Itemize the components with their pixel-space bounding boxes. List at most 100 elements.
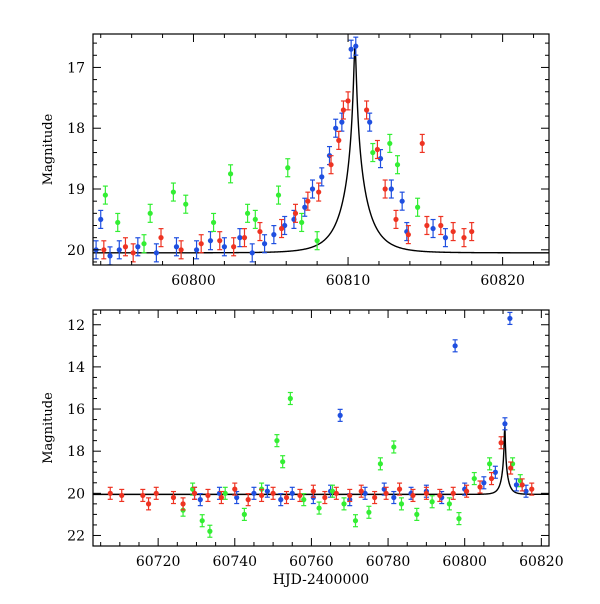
data-point	[257, 221, 263, 242]
data-point	[115, 212, 121, 233]
data-point	[446, 497, 452, 511]
data-point	[419, 133, 425, 154]
data-point	[153, 243, 159, 263]
data-point	[358, 484, 364, 498]
data-point	[147, 203, 153, 223]
data-point	[456, 512, 462, 526]
data-point	[207, 231, 214, 251]
data-point	[498, 436, 504, 450]
data-point	[270, 486, 276, 500]
data-point	[153, 486, 159, 500]
x-tick-label: 60800	[442, 554, 487, 570]
data-point	[140, 488, 146, 503]
data-point	[278, 493, 284, 507]
data-point	[394, 155, 401, 175]
data-point	[245, 493, 251, 507]
data-point	[237, 228, 243, 248]
data-point	[278, 218, 285, 239]
data-point	[310, 484, 316, 498]
data-point	[341, 497, 347, 511]
data-point	[222, 486, 228, 500]
y-tick-label: 17	[67, 60, 85, 76]
top-panel-frame	[92, 33, 550, 266]
bottom-data-points-layer	[107, 311, 535, 538]
data-point	[450, 486, 456, 500]
data-point	[170, 182, 176, 202]
data-point	[507, 311, 513, 326]
data-point	[388, 179, 394, 199]
data-point	[289, 486, 295, 500]
data-point	[217, 231, 223, 251]
data-point	[430, 218, 436, 239]
y-tick-label: 20	[67, 486, 85, 502]
data-point	[382, 179, 388, 199]
data-point	[437, 488, 443, 503]
data-point	[508, 461, 514, 475]
data-point	[285, 158, 291, 178]
data-point	[232, 482, 238, 496]
data-point	[170, 490, 177, 505]
data-point	[452, 339, 458, 353]
data-point	[477, 480, 483, 494]
data-point	[252, 209, 258, 230]
data-point	[280, 455, 286, 469]
data-point	[423, 486, 429, 500]
data-point	[275, 185, 282, 205]
data-point	[348, 39, 354, 59]
x-tick-label: 60820	[519, 554, 564, 570]
bottom-axis-ticks: 12 14 16 18 20 22 60720 60740 60760 60780 60800 608…	[67, 310, 564, 570]
data-point	[370, 142, 376, 163]
data-point	[218, 490, 224, 505]
top-series-green	[102, 133, 421, 254]
data-point	[461, 228, 467, 248]
data-point	[221, 237, 227, 257]
data-point	[364, 100, 370, 120]
data-point	[429, 495, 435, 509]
data-point	[316, 501, 322, 515]
y-tick-label: 19	[67, 182, 85, 198]
data-point	[410, 488, 416, 503]
data-point	[231, 237, 237, 257]
bottom-y-axis-label: Magnitude	[41, 392, 56, 464]
data-point	[337, 408, 343, 422]
data-point	[305, 191, 311, 211]
data-point	[352, 514, 359, 528]
data-point	[207, 524, 213, 538]
x-tick-label: 60810	[326, 273, 371, 289]
data-point	[391, 490, 397, 505]
data-point	[391, 440, 397, 454]
data-point	[244, 203, 251, 223]
x-tick-label: 60780	[366, 554, 411, 570]
data-point	[98, 209, 104, 230]
data-point	[183, 194, 189, 214]
bottom-series-green	[180, 391, 523, 538]
data-point	[158, 228, 164, 248]
data-point	[353, 36, 359, 56]
data-point	[513, 478, 520, 492]
bottom-model-curve-layer	[93, 426, 549, 496]
data-point	[227, 164, 234, 184]
data-point	[336, 130, 342, 150]
data-point	[122, 237, 129, 257]
data-point	[297, 488, 303, 503]
x-tick-label: 60800	[171, 273, 216, 289]
data-point	[145, 497, 152, 511]
data-point	[487, 457, 493, 471]
data-point	[241, 228, 248, 248]
data-point	[251, 486, 257, 500]
y-tick-label: 20	[67, 243, 85, 259]
data-point	[347, 488, 353, 503]
data-point	[519, 478, 525, 492]
top-model-curve-layer	[93, 46, 549, 254]
data-point	[101, 240, 107, 260]
data-point	[362, 486, 368, 500]
data-point	[450, 221, 456, 242]
data-point	[322, 490, 328, 505]
bottom-series-blue	[191, 311, 529, 507]
data-point	[374, 139, 381, 160]
data-point	[442, 228, 449, 248]
data-point	[523, 484, 529, 498]
x-tick-label: 60760	[289, 554, 334, 570]
data-point	[471, 471, 477, 486]
